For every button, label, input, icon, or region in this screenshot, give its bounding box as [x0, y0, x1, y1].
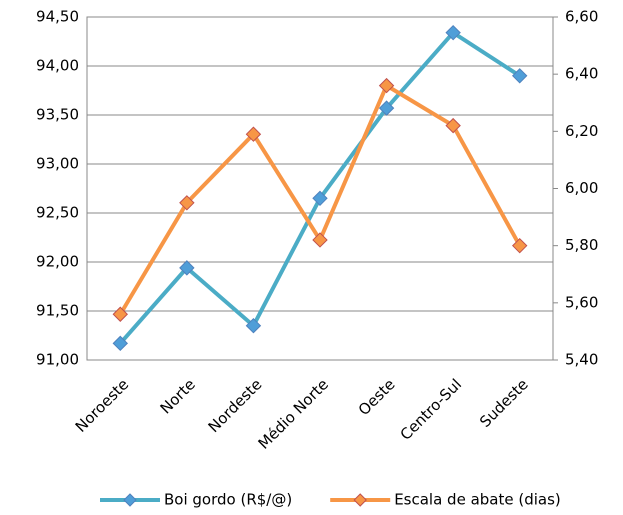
- marker: [179, 195, 195, 211]
- y-tick-label: 91,50: [36, 302, 79, 320]
- marker: [445, 117, 461, 134]
- marker: [179, 260, 195, 276]
- marker: [245, 126, 262, 142]
- y2-tick-label: 5,60: [565, 293, 598, 311]
- y2-tick-label: 6,20: [565, 122, 598, 140]
- y-tick-label: 94,00: [36, 57, 79, 75]
- marker: [512, 237, 528, 254]
- y-tick-label: 93,00: [36, 155, 79, 173]
- legend-marker: [123, 493, 137, 507]
- marker: [112, 335, 128, 352]
- marker: [312, 190, 328, 207]
- legend-label: Escala de abate (dias): [394, 491, 561, 509]
- y2-tick-label: 6,00: [565, 179, 598, 197]
- marker: [245, 317, 262, 334]
- x-tick-label: Noroeste: [72, 375, 133, 436]
- x-tick-label: Nordeste: [205, 375, 266, 436]
- marker: [445, 24, 461, 41]
- x-tick-label: Centro-Sul: [397, 375, 466, 444]
- y2-tick-label: 5,40: [565, 351, 598, 369]
- x-tick-label: Norte: [157, 375, 199, 417]
- marker: [378, 77, 395, 94]
- y2-tick-label: 6,40: [565, 65, 598, 83]
- y2-tick-label: 6,60: [565, 8, 598, 26]
- x-tick-label: Médio Norte: [255, 375, 332, 452]
- series-line: [118, 30, 521, 345]
- x-tick-label: Sudeste: [476, 375, 532, 431]
- plot-border: [86, 16, 554, 361]
- marker: [512, 68, 528, 84]
- marker: [312, 232, 328, 248]
- marker: [112, 306, 128, 322]
- marker: [378, 100, 395, 116]
- y-tick-label: 93,50: [36, 106, 79, 124]
- legend-label: Boi gordo (R$/@): [164, 491, 292, 509]
- y-tick-label: 92,50: [36, 204, 79, 222]
- y2-tick-label: 5,80: [565, 236, 598, 254]
- y-tick-label: 91,00: [36, 351, 79, 369]
- legend-marker: [353, 493, 367, 507]
- x-tick-label: Oeste: [355, 375, 399, 419]
- y-tick-label: 94,50: [36, 8, 79, 26]
- y-tick-label: 92,00: [36, 253, 79, 271]
